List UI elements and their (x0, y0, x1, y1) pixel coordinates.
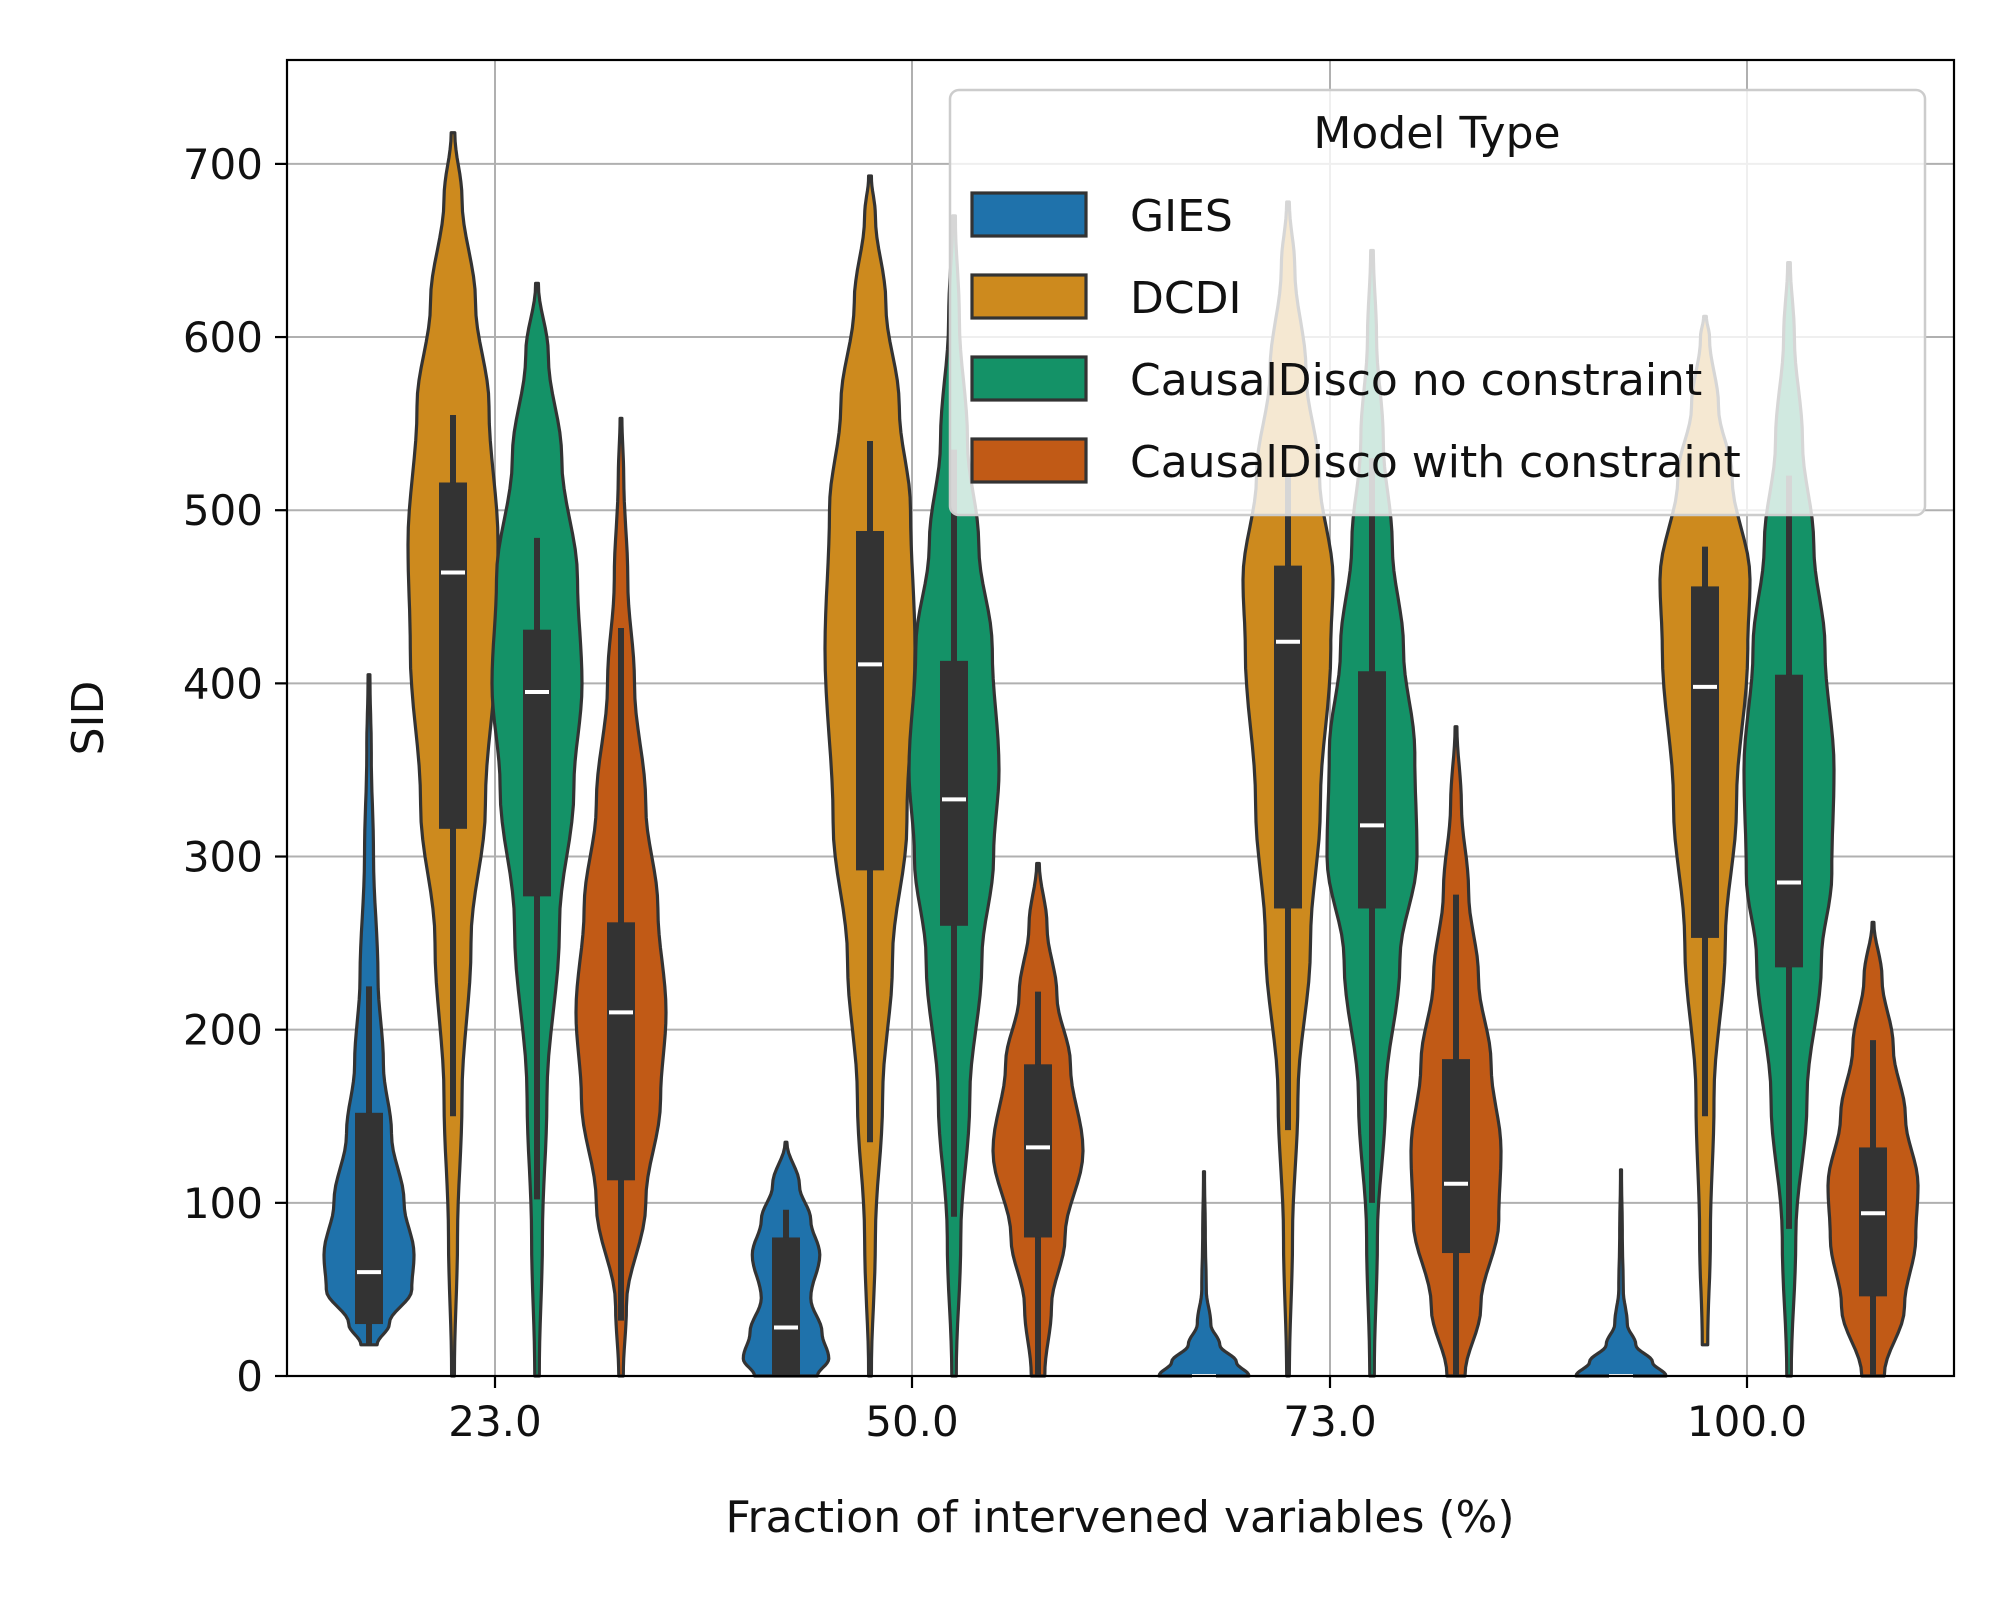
violin-iqr-box (1358, 671, 1386, 909)
violin (1409, 725, 1503, 1378)
violin-body (1574, 1168, 1668, 1378)
series-causaldisco-with-constraint (574, 416, 1920, 1378)
violin-iqr-box (1775, 674, 1803, 968)
legend-swatch (970, 273, 1088, 320)
y-tick-label: 200 (183, 1006, 263, 1055)
violin-iqr-box (1442, 1059, 1470, 1254)
legend-label: CausalDisco no constraint (1130, 355, 1702, 406)
legend-label: DCDI (1130, 273, 1241, 324)
legend-frame (948, 88, 1927, 517)
y-tick-label: 500 (183, 486, 263, 535)
violin-iqr-box (1691, 586, 1719, 938)
legend-swatch (970, 437, 1088, 484)
y-tick-label: 400 (183, 659, 263, 708)
violin-iqr-box (1024, 1064, 1052, 1238)
violin-iqr-box (940, 660, 968, 926)
violin (322, 673, 416, 1347)
series-gies (322, 673, 1668, 1378)
violin-iqr-box (439, 482, 467, 829)
legend-title: Model Type (1313, 108, 1560, 159)
violin (823, 174, 917, 1378)
y-tick-label: 0 (236, 1352, 263, 1401)
violin-iqr-box (1274, 565, 1302, 909)
violin (991, 861, 1085, 1378)
violin (1826, 920, 1920, 1378)
violin (574, 416, 668, 1378)
violins (322, 131, 1920, 1378)
plot-frame (285, 58, 1956, 1378)
violin-iqr-box (856, 530, 884, 871)
violin (741, 1140, 831, 1378)
y-tick-label: 700 (183, 140, 263, 189)
violin (490, 281, 584, 1378)
violin (1325, 248, 1419, 1378)
violin-iqr-box (772, 1237, 800, 1376)
y-axis-label: SID (63, 681, 114, 756)
series-causaldisco-no-constraint (490, 214, 1836, 1378)
legend-label: GIES (1130, 191, 1233, 242)
violin-iqr-box (1859, 1147, 1887, 1297)
legend-entry: DCDI (970, 273, 1241, 324)
legend-entry: CausalDisco no constraint (970, 355, 1702, 406)
x-tick-label: 23.0 (448, 1397, 542, 1446)
y-tick-label: 100 (183, 1179, 263, 1228)
y-tick-label: 300 (183, 833, 263, 882)
violin-iqr-box (523, 629, 551, 897)
legend-entries: GIES DCDI CausalDisco no constraint CausalD… (970, 191, 1741, 488)
violin-iqr-box (355, 1112, 383, 1325)
legend-swatch (970, 355, 1088, 402)
legend-entry: GIES (970, 191, 1233, 242)
legend-swatch (970, 191, 1088, 238)
x-tick-label: 73.0 (1283, 1397, 1377, 1446)
x-tick-label: 100.0 (1687, 1397, 1807, 1446)
axis-ticks: 0 100 200 300 400 500 600 700 23.0 50.0 73.0 100.0 (183, 140, 1807, 1446)
violin (406, 131, 500, 1378)
violin-body (1157, 1170, 1251, 1378)
legend-entry: CausalDisco with constraint (970, 437, 1741, 488)
y-tick-label: 600 (183, 313, 263, 362)
legend-label: CausalDisco with constraint (1130, 437, 1741, 488)
x-axis-label: Fraction of intervened variables (%) (725, 1492, 1514, 1543)
x-tick-label: 50.0 (865, 1397, 959, 1446)
violin-iqr-box (607, 922, 635, 1181)
violin (907, 214, 1001, 1378)
legend: Model Type GIES DCDI CausalDisco no constr… (948, 88, 1927, 517)
